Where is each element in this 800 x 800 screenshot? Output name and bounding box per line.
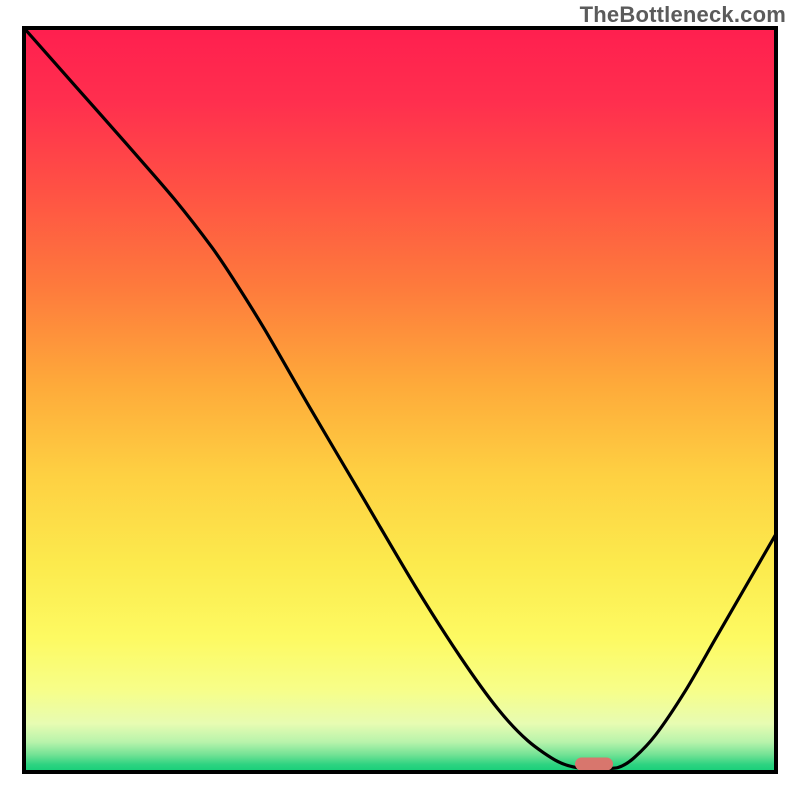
watermark-text: TheBottleneck.com (580, 2, 786, 28)
optimal-marker (575, 758, 613, 771)
chart-container: TheBottleneck.com (0, 0, 800, 800)
bottleneck-chart (0, 0, 800, 800)
plot-background (24, 28, 776, 772)
